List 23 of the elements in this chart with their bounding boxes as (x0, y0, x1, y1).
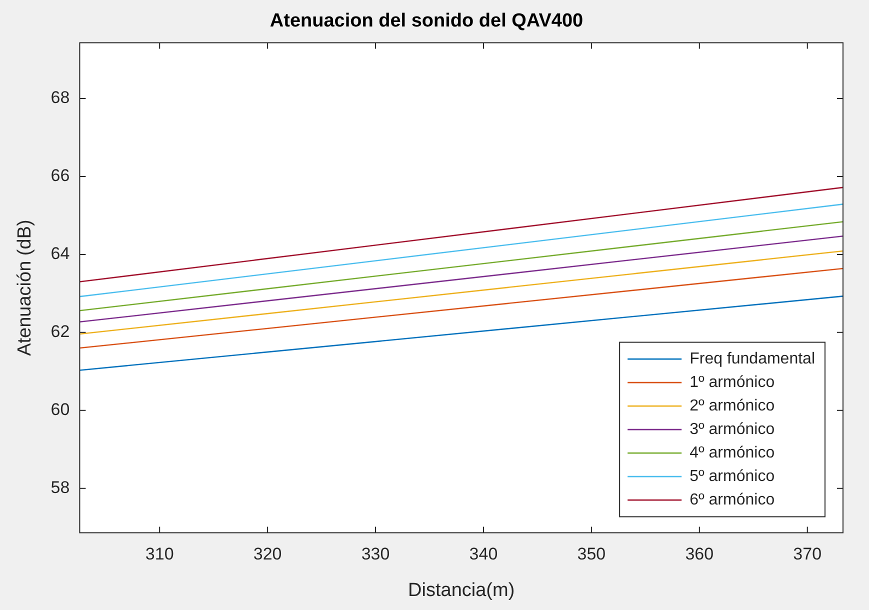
legend-label: 5º armónico (690, 468, 775, 485)
legend-label: 4º armónico (690, 444, 775, 462)
x-tick-label: 370 (793, 544, 822, 564)
x-tick-label: 340 (469, 544, 498, 564)
x-tick-label: 320 (253, 544, 282, 564)
x-tick-label: 360 (685, 544, 714, 564)
x-axis-title: Distancia(m) (408, 580, 515, 601)
y-tick-label: 58 (50, 478, 70, 498)
legend-label: 1º armónico (690, 374, 775, 391)
legend-label: 3º armónico (690, 420, 775, 438)
x-tick-label: 350 (577, 544, 606, 564)
legend-label: 2º armónico (690, 397, 775, 414)
y-tick-label: 66 (50, 166, 70, 186)
y-tick-label: 68 (50, 88, 70, 108)
x-tick-label: 310 (145, 544, 174, 564)
y-tick-label: 64 (50, 244, 70, 264)
x-tick-label: 330 (361, 544, 390, 564)
legend-label: Freq fundamental (690, 350, 815, 368)
chart-title: Atenuacion del sonido del QAV400 (270, 10, 584, 32)
legend-label: 6º armónico (690, 491, 775, 508)
y-tick-label: 60 (50, 400, 70, 420)
y-axis-title: Atenuación (dB) (14, 220, 36, 356)
y-tick-label: 62 (50, 322, 70, 342)
